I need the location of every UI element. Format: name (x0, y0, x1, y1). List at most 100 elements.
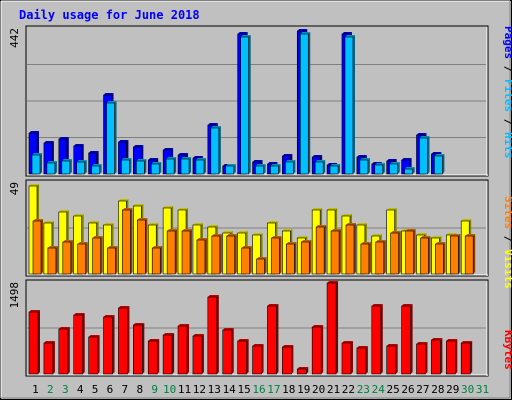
bar-hits-files-day-8 (136, 159, 147, 175)
bar-kbytes-kbytes-day-25 (386, 344, 398, 375)
x-tick-label-day-6: 6 (107, 383, 114, 396)
legend-entry: Files (502, 79, 512, 112)
bar-hits-files-day-3 (61, 159, 72, 175)
bar-visits-sites-day-1 (32, 219, 43, 275)
bar-kbytes-kbytes-day-19 (296, 367, 309, 375)
x-tick-label-day-10: 10 (163, 383, 176, 396)
bar-visits-sites-day-28 (435, 242, 446, 275)
bar-visits-sites-day-26 (405, 229, 416, 275)
bar-kbytes-kbytes-day-24 (371, 304, 383, 375)
bar-hits-files-day-15 (240, 35, 251, 175)
bar-hits-files-day-17 (270, 164, 281, 175)
bar-hits-files-day-11 (180, 157, 192, 175)
x-tick-label-day-2: 2 (47, 383, 54, 396)
bar-visits-sites-day-13 (211, 234, 222, 275)
legend-pages-files-hits: Pages / Files / Hits (502, 26, 512, 159)
x-tick-label-day-17: 17 (267, 383, 280, 396)
x-tick-label-day-25: 25 (387, 383, 400, 396)
bar-visits-sites-day-30 (464, 234, 476, 275)
bar-hits-files-day-26 (404, 167, 415, 175)
x-tick-label-day-3: 3 (62, 383, 69, 396)
bar-hits-files-day-6 (106, 101, 117, 175)
bar-kbytes-kbytes-day-28 (431, 338, 443, 375)
bar-kbytes-kbytes-day-14 (222, 328, 234, 375)
bar-kbytes-kbytes-day-26 (401, 304, 413, 375)
bar-kbytes-kbytes-day-15 (237, 339, 249, 375)
panel-visits-ymax-label: 49 (8, 182, 21, 195)
bar-hits-files-day-2 (46, 161, 57, 175)
x-tick-label-day-14: 14 (223, 383, 237, 396)
bar-hits-files-day-10 (165, 157, 177, 175)
bar-hits-files-day-28 (434, 154, 445, 175)
x-tick-label-day-30: 30 (461, 383, 474, 396)
bar-visits-sites-day-10 (166, 229, 178, 275)
bar-kbytes-kbytes-day-17 (267, 304, 279, 375)
bar-visits-sites-day-19 (300, 240, 312, 275)
bar-kbytes-kbytes-day-23 (356, 346, 368, 375)
bar-hits-files-day-9 (150, 162, 162, 175)
x-tick-label-day-13: 13 (208, 383, 221, 396)
x-tick-label-day-12: 12 (193, 383, 206, 396)
x-tick-label-day-31: 31 (476, 383, 489, 396)
bar-visits-sites-day-12 (196, 238, 207, 275)
panel-hits: 442 (8, 25, 489, 177)
legend-entry: / (502, 59, 512, 79)
bar-hits-files-day-20 (314, 160, 326, 175)
legend-kbytes: KBytes (502, 330, 512, 370)
bar-hits-files-day-7 (121, 158, 132, 175)
bar-visits-sites-day-17 (271, 236, 282, 275)
panel-kbytes-ymax-label: 1498 (8, 282, 21, 309)
bar-kbytes-kbytes-day-21 (326, 281, 339, 375)
bar-visits-sites-day-21 (330, 229, 342, 275)
bar-hits-files-day-22 (344, 35, 355, 175)
bar-kbytes-kbytes-day-30 (460, 341, 473, 375)
legend-entry: / (502, 229, 512, 249)
bar-kbytes-kbytes-day-22 (341, 341, 353, 375)
bar-kbytes-kbytes-day-12 (192, 334, 204, 375)
x-tick-label-day-23: 23 (357, 383, 370, 396)
x-tick-label-day-29: 29 (446, 383, 459, 396)
panel-hits-ymax-label: 442 (8, 28, 21, 48)
bar-kbytes-kbytes-day-10 (162, 333, 175, 375)
bar-visits-sites-day-8 (137, 218, 148, 275)
bar-hits-files-day-21 (329, 164, 341, 175)
x-tick-label-day-28: 28 (431, 383, 444, 396)
bar-kbytes-kbytes-day-2 (43, 341, 55, 375)
bar-kbytes-kbytes-day-27 (416, 342, 428, 375)
bar-kbytes-kbytes-day-20 (311, 325, 324, 375)
bar-kbytes-kbytes-day-11 (177, 324, 190, 375)
bar-kbytes-kbytes-day-7 (118, 306, 130, 375)
x-tick-label-day-24: 24 (372, 383, 386, 396)
bar-visits-sites-day-27 (420, 236, 431, 275)
bar-kbytes-kbytes-day-4 (73, 313, 85, 375)
bar-hits-files-day-5 (91, 164, 102, 175)
legend-entry: / (502, 112, 512, 132)
bar-kbytes-kbytes-day-9 (147, 339, 160, 375)
bar-visits-sites-day-4 (77, 242, 88, 275)
bar-kbytes-kbytes-day-8 (133, 323, 145, 375)
x-tick-label-day-1: 1 (32, 383, 39, 396)
legend-entry: KBytes (502, 330, 512, 370)
x-tick-label-day-15: 15 (237, 383, 250, 396)
bar-kbytes-kbytes-day-13 (207, 295, 219, 375)
legend-sites-visits: Sites / Visits (502, 196, 512, 289)
legend-entry: Sites (502, 196, 512, 229)
bar-hits-files-day-23 (359, 158, 370, 175)
bar-visits-sites-day-7 (122, 208, 133, 275)
bar-visits-sites-day-9 (151, 246, 163, 275)
bar-visits-sites-day-6 (107, 246, 118, 275)
legend-entry: Visits (502, 249, 512, 289)
x-tick-label-day-21: 21 (327, 383, 340, 396)
bar-hits-files-day-12 (195, 158, 206, 175)
bar-visits-sites-day-2 (47, 246, 58, 275)
bar-hits-files-day-4 (76, 160, 87, 175)
bar-kbytes-kbytes-day-18 (282, 345, 294, 375)
panel-visits: 49 (8, 179, 489, 277)
bar-kbytes-kbytes-day-5 (88, 335, 100, 375)
bar-visits-sites-day-20 (315, 225, 327, 275)
x-tick-label-day-11: 11 (178, 383, 191, 396)
bar-visits-sites-day-24 (375, 240, 386, 275)
bar-hits-files-day-14 (225, 164, 236, 175)
x-tick-label-day-19: 19 (297, 383, 310, 396)
